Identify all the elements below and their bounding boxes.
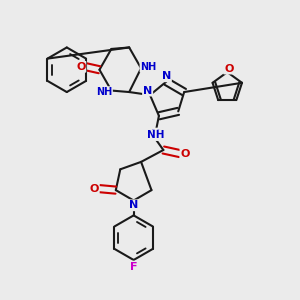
Text: N: N: [129, 200, 138, 210]
Text: O: O: [89, 184, 99, 194]
Text: O: O: [224, 64, 233, 74]
Text: N: N: [151, 129, 160, 139]
Text: NH: NH: [147, 130, 165, 140]
Text: N: N: [162, 71, 171, 81]
Text: F: F: [130, 262, 137, 272]
Text: O: O: [76, 62, 86, 72]
Text: H: H: [152, 129, 160, 139]
Text: NH: NH: [140, 62, 157, 72]
Text: N: N: [143, 85, 152, 96]
Text: NH: NH: [96, 87, 112, 97]
Text: O: O: [180, 148, 190, 159]
